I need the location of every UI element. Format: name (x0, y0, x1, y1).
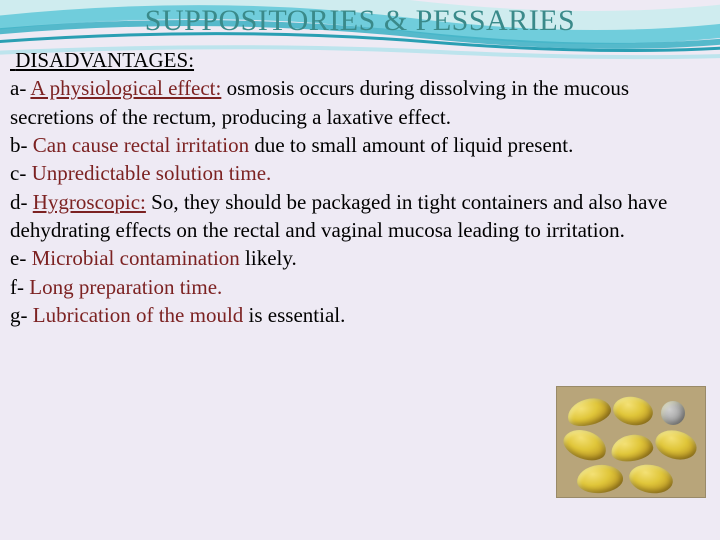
item-c-highlight: Unpredictable solution time. (32, 161, 272, 185)
content-body: DISADVANTAGES: a- A physiological effect… (0, 38, 720, 329)
item-e-highlight: Microbial contamination (32, 246, 240, 270)
item-g: g- Lubrication of the mould is essential… (10, 301, 706, 329)
item-b: b- Can cause rectal irritation due to sm… (10, 131, 706, 159)
item-d: d- Hygroscopic: So, they should be packa… (10, 188, 706, 245)
item-g-highlight: Lubrication of the mould (33, 303, 244, 327)
item-a: a- A physiological effect: osmosis occur… (10, 74, 706, 131)
item-b-highlight: Can cause rectal irritation (33, 133, 249, 157)
item-d-highlight: Hygroscopic: (33, 190, 146, 214)
item-c: c- Unpredictable solution time. (10, 159, 706, 187)
item-e: e- Microbial contamination likely. (10, 244, 706, 272)
item-f: f- Long preparation time. (10, 273, 706, 301)
item-a-highlight: A physiological effect: (30, 76, 221, 100)
item-f-highlight: Long preparation time. (29, 275, 222, 299)
subheading: DISADVANTAGES: (10, 46, 706, 74)
page-title: SUPPOSITORIES & PESSARIES (0, 0, 720, 38)
suppository-photo (556, 386, 706, 498)
